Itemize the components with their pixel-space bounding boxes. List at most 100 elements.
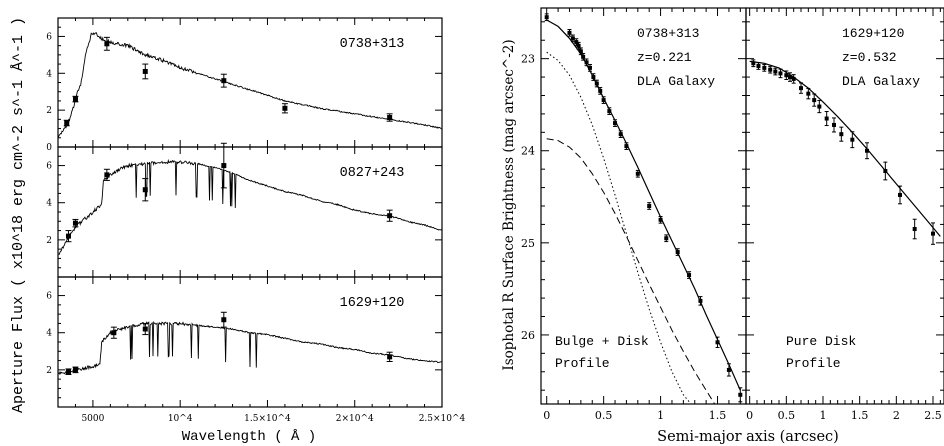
x-tick-label: 1 [820,409,827,422]
data-point [635,171,640,176]
x-tick-label: 1.5 [851,409,869,422]
model-spectrum-line [57,158,443,255]
data-point [581,54,586,59]
x-tick-label: 0.5 [595,409,613,422]
data-point [751,61,756,66]
data-point [594,81,599,86]
profile-xlabel: Semi-major axis (arcsec) [657,429,839,445]
panel-annotation: DLA Galaxy [637,74,715,89]
panel-annotation: 1629+120 [842,26,904,41]
data-point [687,273,692,278]
x-tick-label: 0.5 [778,409,796,422]
panel-label: 0827+243 [340,166,405,181]
data-point [618,132,623,137]
data-point [824,116,829,121]
panel-label: 0738+313 [340,37,405,52]
profile-ylabel: Isophotal R Surface Brightness (mag arcs… [501,39,517,370]
data-point [839,132,844,137]
panel-label: 1629+120 [340,296,405,311]
data-point [675,250,680,255]
y-tick-label: 24 [521,145,535,158]
data-point [865,148,869,153]
disk-model-line [546,138,716,404]
data-point [387,213,393,219]
x-tick-label: 1.5×10^4 [244,414,291,424]
data-point [715,340,720,345]
data-point [806,91,811,96]
data-point [142,68,148,74]
model-spectrum-line [57,320,443,375]
y-tick-label: 4 [46,329,52,339]
spectrum-panel-1629+120: 2 4 6 5000 10^4 1.5×10^4 2×10^4 2.5×10^4 1629+12… [46,276,466,424]
data-point [65,369,71,375]
profile-panel-0738+313: 23 24 25 26 0 0.5 1 1.5 0738+313 z=0.221 DLA Galax… [521,7,747,422]
data-point [570,36,575,41]
y-tick-label: 2 [46,366,52,376]
spectrum-panel-0827+243: 2 4 6 0827+243 [46,142,443,278]
data-point [832,122,836,127]
data-point [791,76,796,81]
data-point [591,75,596,80]
data-point [598,88,603,93]
data-point [698,298,703,303]
data-point [587,65,592,70]
y-tick-label: 4 [46,199,52,209]
y-tick-label: 6 [46,162,52,172]
data-point [778,71,783,76]
x-tick-label: 0 [746,409,753,422]
data-point [576,43,581,48]
bulge-model-line [546,51,692,404]
profile-plots: 23 24 25 26 0 0.5 1 1.5 0738+313 z=0.221 DLA Galax… [521,7,944,422]
data-point [142,326,148,332]
data-point [104,172,110,178]
data-point [647,204,652,208]
data-point [658,217,663,222]
data-point [578,49,583,54]
data-point [726,367,731,372]
x-tick-label: 1 [657,409,664,422]
data-point [221,78,227,84]
data-point [65,233,71,239]
data-point [624,144,629,149]
profile-panel-1629+120: 0 0.5 1 1.5 2 2.5 1629+120 z=0.532 DLA Galaxy Pur… [745,7,944,422]
data-point [111,330,117,336]
data-point [613,121,618,126]
data-point [799,86,803,91]
panel-annotation: Bulge + Disk [555,334,649,349]
data-point [850,137,855,142]
data-point [72,367,78,373]
y-tick-label: 6 [46,292,52,302]
data-point [104,41,110,47]
data-point [221,163,227,169]
data-point [567,30,572,35]
data-point [64,120,70,126]
data-point [601,98,606,103]
x-tick-label: 1.5 [709,409,727,422]
data-point [574,40,579,45]
x-tick-label: 2 [893,409,900,422]
spectra-plots: 0 2 4 6 0738+313 2 4 6 0827+243 2 4 6 5000 10^4 1.5×10… [46,17,466,424]
y-tick-label: 23 [521,53,535,66]
panel-annotation: z=0.221 [637,50,692,65]
spectrum-panel-0738+313: 0 2 4 6 0738+313 [46,17,443,153]
spectra-xlabel: Wavelength ( Å ) [182,428,316,445]
panel-annotation: z=0.532 [842,50,897,65]
data-point [768,67,773,72]
y-tick-label: 0 [46,143,52,153]
data-point [664,236,669,241]
data-point [784,73,789,78]
y-tick-label: 2 [46,106,52,116]
data-point [912,227,917,232]
data-point [756,64,761,69]
model-spectrum-line [57,31,443,139]
data-point [544,15,549,20]
data-point [584,60,589,65]
data-point [282,105,288,111]
panel-annotation: Profile [786,356,841,371]
y-tick-label: 25 [521,237,535,250]
y-tick-label: 2 [46,236,52,246]
x-tick-label: 5000 [81,414,104,424]
data-point [142,187,148,193]
data-point [788,75,792,80]
